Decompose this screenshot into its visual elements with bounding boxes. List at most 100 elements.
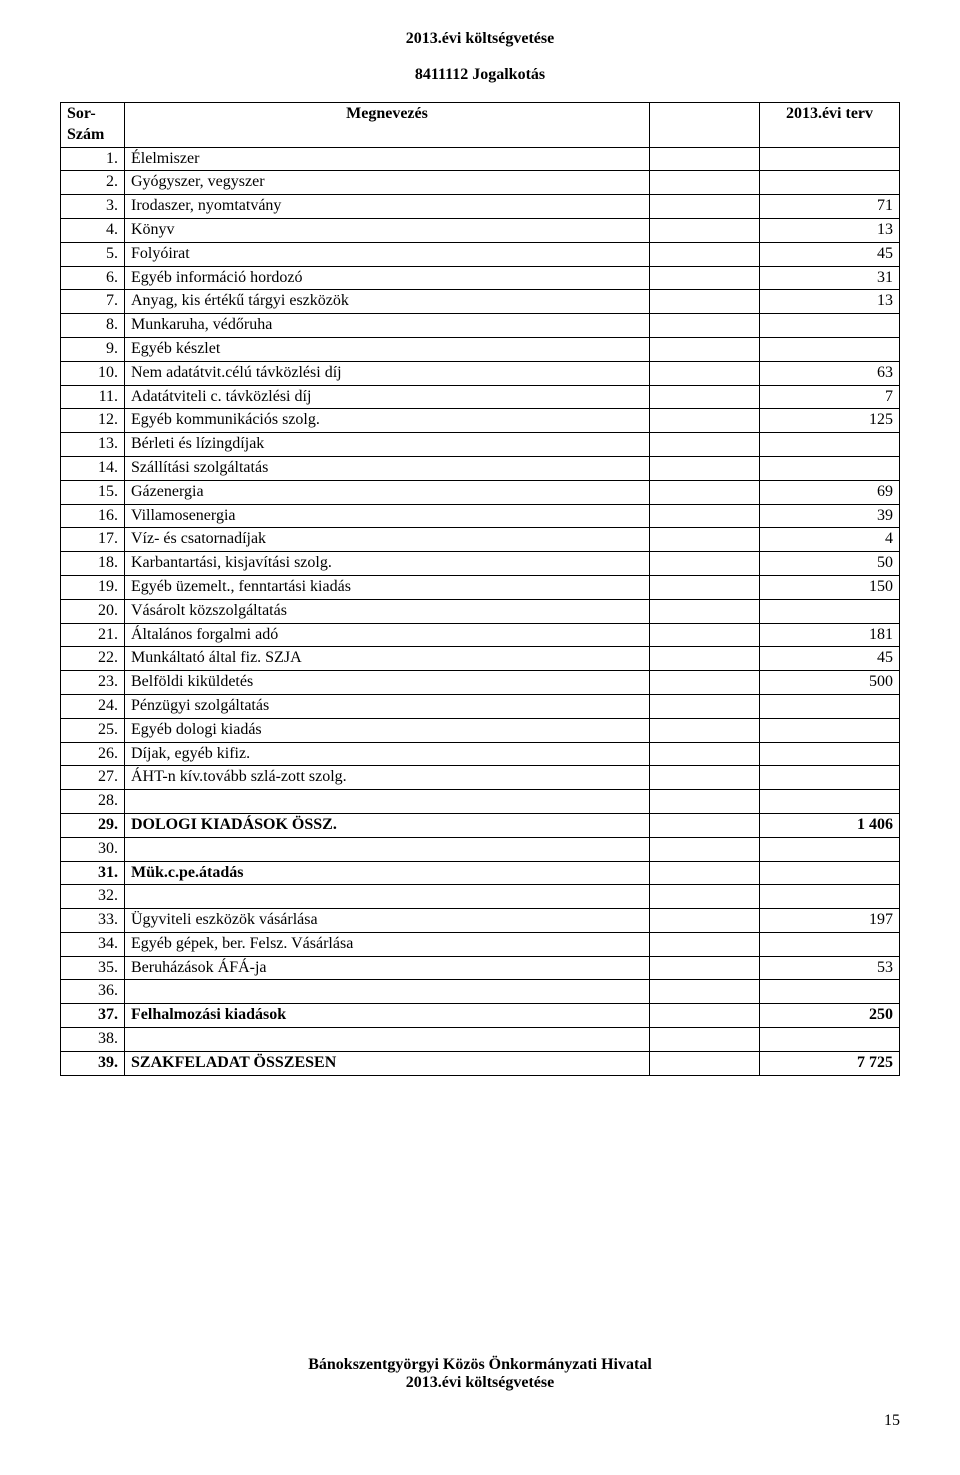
row-number: 14. xyxy=(61,456,125,480)
row-value xyxy=(760,433,900,457)
row-number: 26. xyxy=(61,742,125,766)
table-row: 17.Víz- és csatornadíjak4 xyxy=(61,528,900,552)
row-mid xyxy=(650,742,760,766)
row-name: Díjak, egyéb kifiz. xyxy=(125,742,650,766)
row-value xyxy=(760,171,900,195)
row-name: Víz- és csatornadíjak xyxy=(125,528,650,552)
row-value xyxy=(760,147,900,171)
row-name: SZAKFELADAT ÖSSZESEN xyxy=(125,1051,650,1075)
header-col-terv: 2013.évi terv xyxy=(760,103,900,148)
header-col-empty xyxy=(650,103,760,148)
table-row: 3.Irodaszer, nyomtatvány71 xyxy=(61,195,900,219)
row-name: Könyv xyxy=(125,218,650,242)
row-name xyxy=(125,790,650,814)
table-row: 6.Egyéb információ hordozó31 xyxy=(61,266,900,290)
row-mid xyxy=(650,1051,760,1075)
row-mid xyxy=(650,671,760,695)
table-row: 25.Egyéb dologi kiadás xyxy=(61,718,900,742)
row-number: 18. xyxy=(61,552,125,576)
row-number: 17. xyxy=(61,528,125,552)
row-name: Beruházások ÁFÁ-ja xyxy=(125,956,650,980)
row-mid xyxy=(650,909,760,933)
header-col-megnevezes: Megnevezés xyxy=(125,103,650,148)
table-row: 23.Belföldi kiküldetés500 xyxy=(61,671,900,695)
row-number: 2. xyxy=(61,171,125,195)
row-number: 29. xyxy=(61,813,125,837)
row-name: Egyéb készlet xyxy=(125,337,650,361)
table-row: 19.Egyéb üzemelt., fenntartási kiadás150 xyxy=(61,575,900,599)
row-mid xyxy=(650,861,760,885)
row-number: 10. xyxy=(61,361,125,385)
table-row: 36. xyxy=(61,980,900,1004)
table-row: 27.ÁHT-n kív.tovább szlá-zott szolg. xyxy=(61,766,900,790)
table-header-row: Sor-SzámMegnevezés2013.évi terv xyxy=(61,103,900,148)
row-mid xyxy=(650,837,760,861)
row-number: 9. xyxy=(61,337,125,361)
row-name: Egyéb gépek, ber. Felsz. Vásárlása xyxy=(125,932,650,956)
row-name: ÁHT-n kív.tovább szlá-zott szolg. xyxy=(125,766,650,790)
row-value: 45 xyxy=(760,242,900,266)
table-row: 5.Folyóirat45 xyxy=(61,242,900,266)
row-name: Egyéb dologi kiadás xyxy=(125,718,650,742)
row-number: 22. xyxy=(61,647,125,671)
table-row: 18.Karbantartási, kisjavítási szolg. 50 xyxy=(61,552,900,576)
row-name: Mük.c.pe.átadás xyxy=(125,861,650,885)
row-value: 7 725 xyxy=(760,1051,900,1075)
row-name: Élelmiszer xyxy=(125,147,650,171)
table-row: 22.Munkáltató által fiz. SZJA45 xyxy=(61,647,900,671)
row-value xyxy=(760,790,900,814)
row-mid xyxy=(650,433,760,457)
row-number: 34. xyxy=(61,932,125,956)
row-value: 13 xyxy=(760,290,900,314)
row-value xyxy=(760,742,900,766)
row-number: 33. xyxy=(61,909,125,933)
row-name: Munkaruha, védőruha xyxy=(125,314,650,338)
row-mid xyxy=(650,314,760,338)
row-mid xyxy=(650,528,760,552)
row-number: 23. xyxy=(61,671,125,695)
table-row: 29.DOLOGI KIADÁSOK ÖSSZ.1 406 xyxy=(61,813,900,837)
row-value xyxy=(760,932,900,956)
row-number: 24. xyxy=(61,694,125,718)
row-mid xyxy=(650,885,760,909)
row-value: 71 xyxy=(760,195,900,219)
page-number: 15 xyxy=(60,1412,900,1430)
row-name: Pénzügyi szolgáltatás xyxy=(125,694,650,718)
row-number: 16. xyxy=(61,504,125,528)
row-number: 15. xyxy=(61,480,125,504)
row-number: 25. xyxy=(61,718,125,742)
row-value: 125 xyxy=(760,409,900,433)
table-row: 38. xyxy=(61,1028,900,1052)
row-name: Karbantartási, kisjavítási szolg. xyxy=(125,552,650,576)
row-mid xyxy=(650,504,760,528)
row-number: 39. xyxy=(61,1051,125,1075)
row-mid xyxy=(650,980,760,1004)
row-value: 181 xyxy=(760,623,900,647)
table-row: 39.SZAKFELADAT ÖSSZESEN 7 725 xyxy=(61,1051,900,1075)
row-value: 69 xyxy=(760,480,900,504)
row-mid xyxy=(650,171,760,195)
row-mid xyxy=(650,694,760,718)
row-mid xyxy=(650,790,760,814)
row-mid xyxy=(650,385,760,409)
row-mid xyxy=(650,623,760,647)
row-name: Egyéb információ hordozó xyxy=(125,266,650,290)
row-mid xyxy=(650,1028,760,1052)
table-row: 32. xyxy=(61,885,900,909)
row-value: 7 xyxy=(760,385,900,409)
table-row: 12.Egyéb kommunikációs szolg.125 xyxy=(61,409,900,433)
row-mid xyxy=(650,932,760,956)
table-row: 26.Díjak, egyéb kifiz. xyxy=(61,742,900,766)
row-name: Bérleti és lízingdíjak xyxy=(125,433,650,457)
row-mid xyxy=(650,147,760,171)
row-name: Villamosenergia xyxy=(125,504,650,528)
row-mid xyxy=(650,956,760,980)
row-name: Gázenergia xyxy=(125,480,650,504)
row-value: 50 xyxy=(760,552,900,576)
row-mid xyxy=(650,552,760,576)
row-mid xyxy=(650,290,760,314)
row-number: 21. xyxy=(61,623,125,647)
table-row: 37.Felhalmozási kiadások250 xyxy=(61,1004,900,1028)
row-name xyxy=(125,1028,650,1052)
footer: Bánokszentgyörgyi Közös Önkormányzati Hi… xyxy=(60,1356,900,1392)
